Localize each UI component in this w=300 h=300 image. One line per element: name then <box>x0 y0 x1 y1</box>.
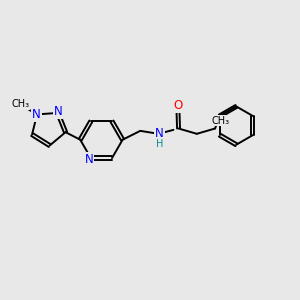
Text: N: N <box>54 105 63 118</box>
Text: N: N <box>85 153 93 166</box>
Text: CH₃: CH₃ <box>11 99 29 109</box>
Text: O: O <box>173 99 183 112</box>
Text: N: N <box>155 127 164 140</box>
Text: CH₃: CH₃ <box>211 116 230 126</box>
Text: H: H <box>156 140 164 149</box>
Text: N: N <box>32 108 41 121</box>
